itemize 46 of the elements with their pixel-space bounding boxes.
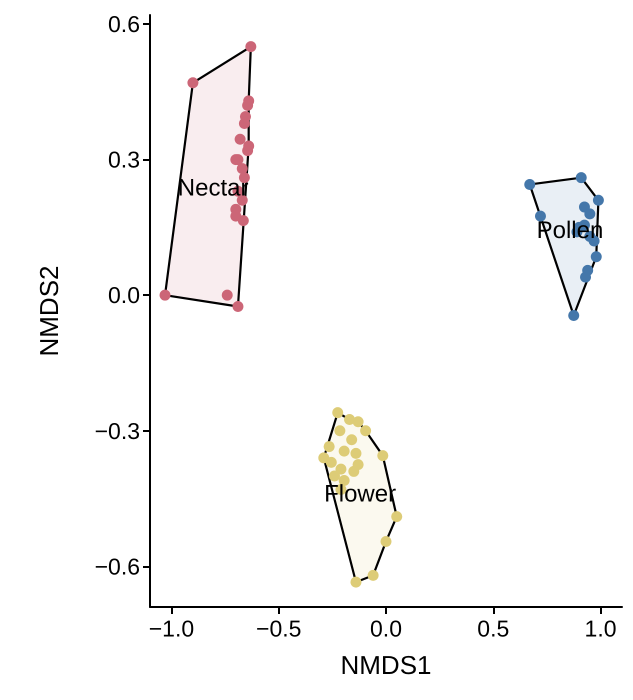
point	[524, 178, 536, 190]
point	[187, 77, 198, 88]
point	[234, 134, 246, 145]
point	[350, 576, 362, 588]
point	[346, 434, 358, 446]
point	[380, 536, 392, 547]
point	[580, 272, 592, 283]
point	[245, 41, 256, 52]
y-tick-label: 0.0	[108, 282, 140, 308]
point	[238, 118, 250, 129]
y-axis-title: NMDS2	[34, 265, 64, 357]
point	[352, 416, 364, 428]
x-tick-label: 0.5	[477, 616, 510, 642]
y-tick-label: 0.3	[108, 146, 140, 173]
point	[338, 446, 350, 457]
point	[592, 194, 604, 206]
point	[360, 425, 372, 436]
point	[232, 300, 244, 312]
point	[334, 425, 346, 436]
y-tick-label: 0.6	[108, 11, 140, 38]
point	[350, 448, 362, 459]
point	[238, 215, 249, 226]
point	[377, 450, 388, 462]
x-tick-label: 0.0	[370, 616, 402, 642]
point	[568, 310, 580, 322]
point	[344, 414, 356, 425]
point	[368, 570, 379, 581]
point	[584, 208, 596, 220]
y-tick-label: −0.3	[94, 418, 140, 444]
x-axis-title: NMDS1	[340, 650, 432, 680]
x-tick-label: 1.0	[584, 616, 617, 642]
point	[352, 459, 364, 470]
point	[326, 456, 337, 468]
point	[324, 441, 335, 452]
point	[160, 290, 171, 301]
point	[236, 163, 248, 174]
point	[222, 290, 233, 301]
x-tick-label: −0.5	[256, 616, 302, 642]
point	[335, 464, 346, 475]
point	[576, 172, 587, 184]
point	[391, 511, 402, 522]
point	[332, 407, 344, 418]
point	[329, 470, 340, 482]
x-tick-label: −1.0	[148, 616, 194, 642]
point	[590, 251, 602, 262]
y-tick-label: −0.6	[94, 553, 140, 580]
